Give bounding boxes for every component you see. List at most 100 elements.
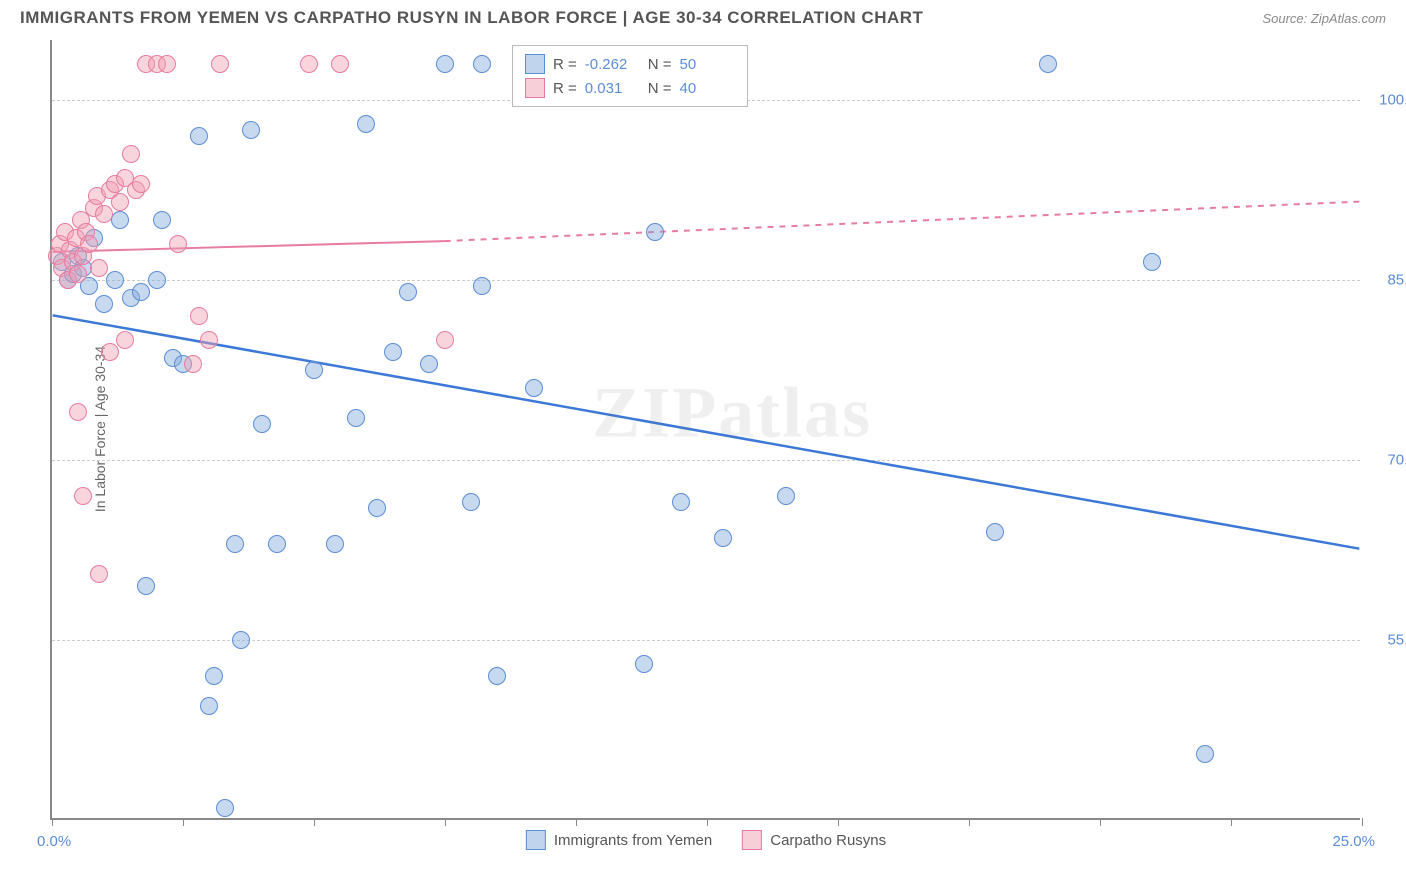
scatter-point [462,493,480,511]
scatter-point [1039,55,1057,73]
scatter-point [1196,745,1214,763]
x-tick [1231,818,1232,826]
scatter-point [69,265,87,283]
source-attribution: Source: ZipAtlas.com [1262,11,1386,26]
chart-container: IMMIGRANTS FROM YEMEN VS CARPATHO RUSYN … [0,0,1406,892]
x-axis-min-label: 0.0% [37,833,71,850]
scatter-point [95,295,113,313]
scatter-point [216,799,234,817]
scatter-point [232,631,250,649]
scatter-point [326,535,344,553]
scatter-point [211,55,229,73]
x-tick [576,818,577,826]
r-label: R = [553,56,577,73]
scatter-point [986,523,1004,541]
x-tick [1362,818,1363,826]
scatter-point [190,307,208,325]
scatter-point [190,127,208,145]
bottom-legend: Immigrants from Yemen Carpatho Rusyns [526,830,886,850]
scatter-point [132,175,150,193]
scatter-point [148,271,166,289]
x-tick [52,818,53,826]
title-bar: IMMIGRANTS FROM YEMEN VS CARPATHO RUSYN … [20,8,1386,28]
scatter-point [436,55,454,73]
scatter-point [714,529,732,547]
scatter-point [399,283,417,301]
r-label: R = [553,80,577,97]
scatter-point [158,55,176,73]
scatter-point [305,361,323,379]
stat-row-pink: R = 0.031 N = 40 [525,76,735,100]
stat-row-blue: R = -0.262 N = 50 [525,52,735,76]
scatter-point [1143,253,1161,271]
x-tick [445,818,446,826]
scatter-point [116,331,134,349]
scatter-point [635,655,653,673]
scatter-point [205,667,223,685]
r-value-pink: 0.031 [585,80,640,97]
scatter-point [200,697,218,715]
swatch-blue-icon [525,54,545,74]
scatter-point [672,493,690,511]
trend-lines [52,40,1360,818]
scatter-point [242,121,260,139]
trend-line [445,202,1360,241]
scatter-point [253,415,271,433]
x-tick [969,818,970,826]
x-tick [707,818,708,826]
n-label: N = [648,56,672,73]
scatter-point [153,211,171,229]
scatter-point [95,205,113,223]
legend-label-carpatho: Carpatho Rusyns [770,832,886,849]
legend-label-yemen: Immigrants from Yemen [554,832,712,849]
x-tick [838,818,839,826]
legend-item-carpatho: Carpatho Rusyns [742,830,886,850]
scatter-point [473,277,491,295]
n-value-pink: 40 [680,80,735,97]
y-tick-label: 70.0% [1370,452,1406,469]
swatch-blue-icon [526,830,546,850]
x-axis-max-label: 25.0% [1332,833,1375,850]
scatter-point [80,235,98,253]
scatter-point [111,193,129,211]
scatter-point [111,211,129,229]
scatter-point [200,331,218,349]
scatter-point [646,223,664,241]
scatter-point [132,283,150,301]
scatter-point [347,409,365,427]
trend-line [53,241,445,252]
scatter-point [331,55,349,73]
legend-item-yemen: Immigrants from Yemen [526,830,712,850]
scatter-point [268,535,286,553]
scatter-point [90,565,108,583]
x-tick [183,818,184,826]
scatter-point [300,55,318,73]
scatter-point [384,343,402,361]
trend-line [53,315,1360,548]
y-tick-label: 85.0% [1370,272,1406,289]
y-tick-label: 100.0% [1370,92,1406,109]
scatter-point [106,271,124,289]
scatter-point [137,577,155,595]
scatter-point [473,55,491,73]
scatter-point [184,355,202,373]
scatter-point [436,331,454,349]
scatter-point [525,379,543,397]
grid-line [52,460,1360,461]
y-tick-label: 55.0% [1370,632,1406,649]
scatter-point [101,343,119,361]
scatter-point [777,487,795,505]
y-axis-title: In Labor Force | Age 30-34 [92,346,108,512]
scatter-point [169,235,187,253]
n-label: N = [648,80,672,97]
scatter-point [420,355,438,373]
scatter-point [69,403,87,421]
scatter-point [226,535,244,553]
grid-line [52,280,1360,281]
swatch-pink-icon [742,830,762,850]
x-tick [314,818,315,826]
watermark: ZIPatlas [592,372,872,455]
stat-legend: R = -0.262 N = 50 R = 0.031 N = 40 [512,45,748,107]
scatter-point [90,259,108,277]
scatter-point [122,145,140,163]
